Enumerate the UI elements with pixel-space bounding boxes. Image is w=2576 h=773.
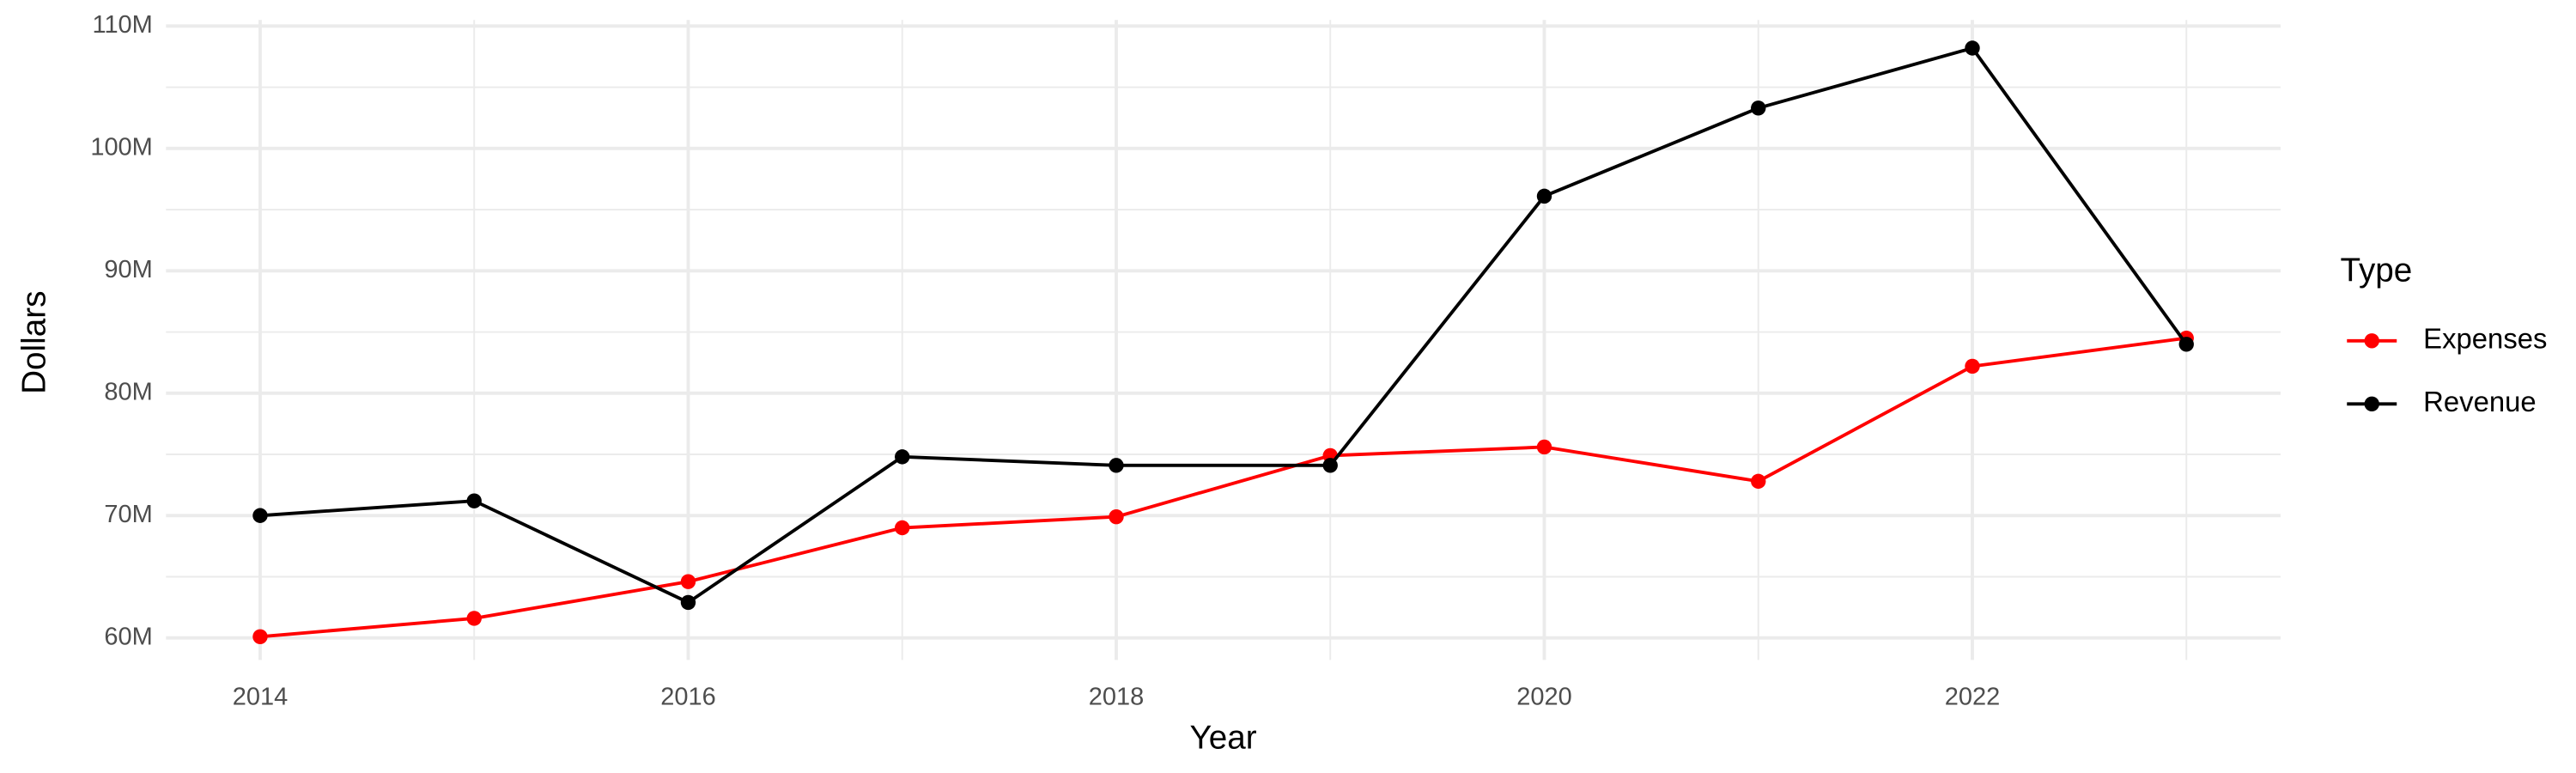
legend-key-point bbox=[2364, 396, 2379, 412]
point bbox=[466, 611, 482, 626]
grid bbox=[166, 20, 2281, 660]
point bbox=[680, 574, 696, 589]
point bbox=[252, 508, 268, 523]
point bbox=[466, 493, 482, 508]
point bbox=[680, 594, 696, 611]
legend-label: Expenses bbox=[2423, 322, 2547, 354]
y-tick-label: 60M bbox=[104, 623, 152, 650]
x-tick-label: 2022 bbox=[1945, 684, 2000, 711]
point bbox=[1751, 100, 1766, 116]
point bbox=[252, 629, 268, 645]
legend-label: Revenue bbox=[2423, 386, 2537, 417]
line bbox=[259, 336, 2187, 639]
x-axis-title: Year bbox=[1190, 719, 1257, 756]
y-tick-label: 80M bbox=[104, 378, 152, 405]
y-tick-label: 110M bbox=[92, 11, 152, 39]
point bbox=[1965, 40, 1980, 56]
line bbox=[259, 46, 2188, 605]
x-tick-label: 2018 bbox=[1089, 684, 1144, 711]
point bbox=[1536, 439, 1552, 455]
y-tick-label: 70M bbox=[104, 501, 152, 528]
point bbox=[1536, 188, 1552, 204]
x-tick-label: 2014 bbox=[233, 684, 288, 711]
point bbox=[1322, 458, 1338, 473]
y-axis-title: Dollars bbox=[16, 290, 53, 393]
x-tick-label: 2020 bbox=[1516, 684, 1571, 711]
point bbox=[895, 520, 910, 536]
y-tick-label: 100M bbox=[90, 133, 153, 161]
legend-key-point bbox=[2364, 333, 2379, 349]
point bbox=[1109, 458, 1124, 473]
point bbox=[1109, 508, 1124, 525]
point bbox=[2178, 337, 2194, 352]
x-tick-label: 2016 bbox=[660, 684, 715, 711]
legend-title: Type bbox=[2341, 253, 2413, 289]
point bbox=[1751, 473, 1766, 490]
point bbox=[895, 449, 910, 465]
point bbox=[1965, 358, 1980, 374]
y-tick-label: 90M bbox=[104, 256, 152, 283]
